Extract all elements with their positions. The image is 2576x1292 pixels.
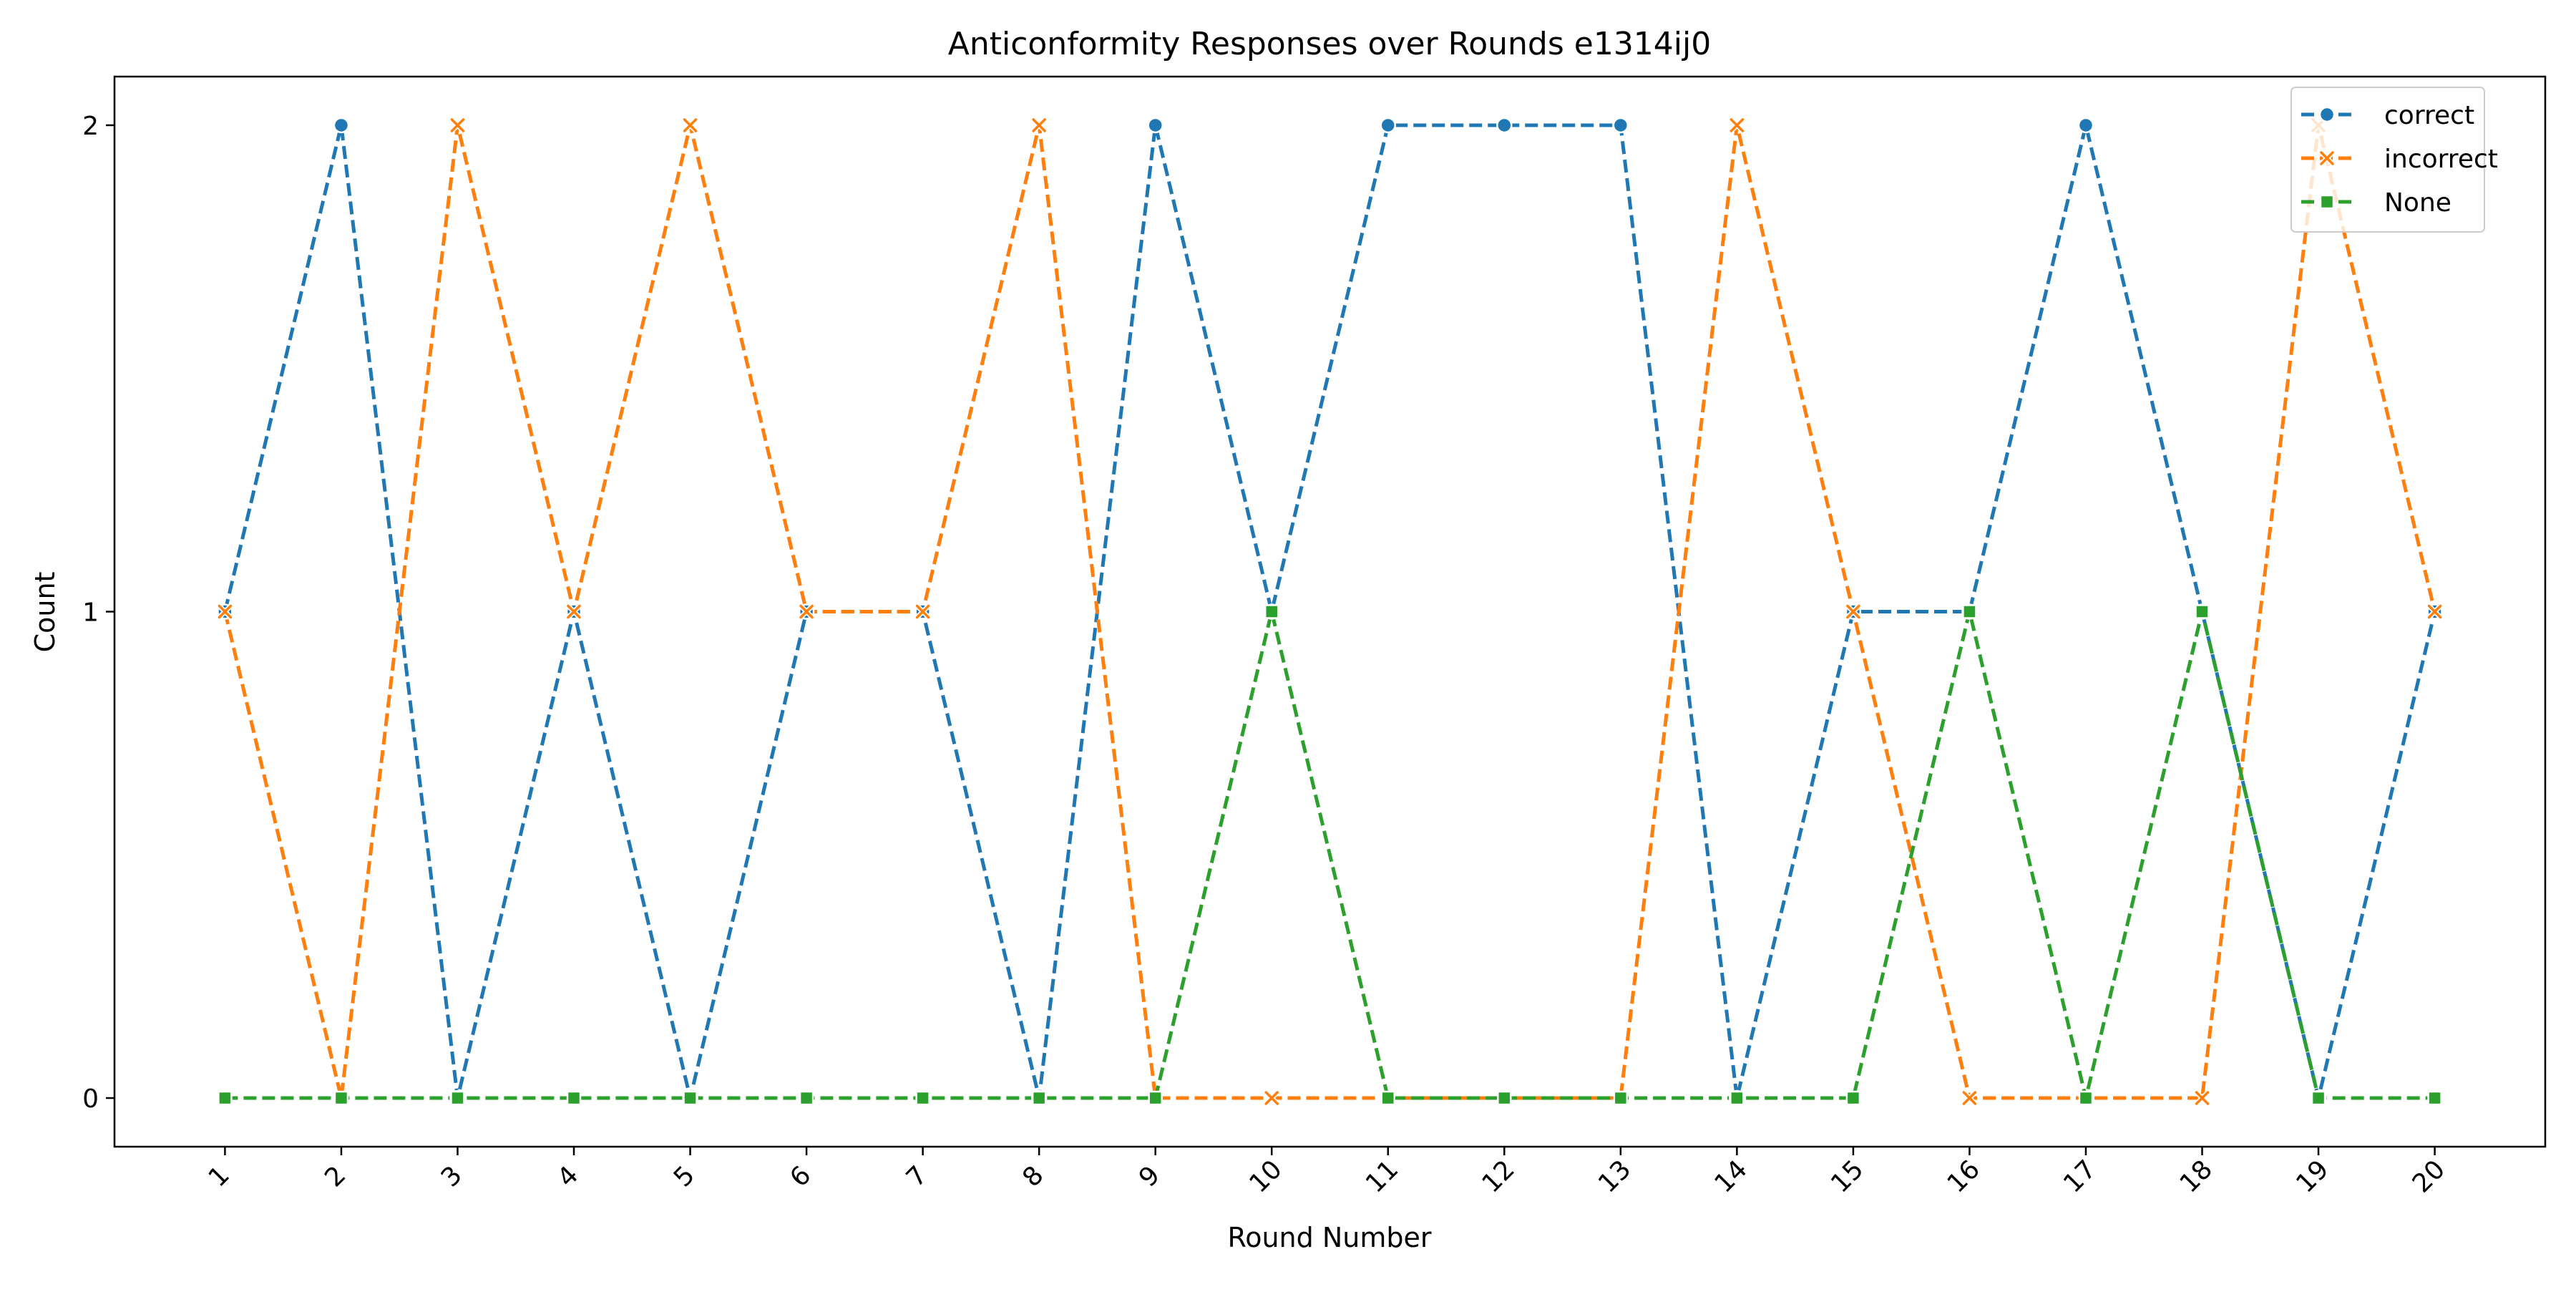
data-point-none bbox=[1497, 1090, 1512, 1106]
data-point-incorrect bbox=[2426, 603, 2444, 620]
data-point-incorrect bbox=[1030, 117, 1048, 134]
data-point-incorrect bbox=[682, 117, 699, 134]
data-point-incorrect-stroke bbox=[450, 118, 465, 132]
data-point-correct bbox=[333, 117, 350, 134]
data-point-incorrect bbox=[565, 603, 582, 620]
data-point-none bbox=[2078, 1090, 2094, 1106]
data-point-incorrect bbox=[216, 603, 233, 620]
series-line-none bbox=[225, 610, 2435, 1100]
data-point-correct bbox=[2077, 117, 2094, 134]
y-tick-label: 0 bbox=[82, 1084, 99, 1114]
data-point-incorrect bbox=[1845, 603, 1862, 620]
data-point-incorrect-stroke bbox=[218, 604, 233, 619]
data-point-incorrect-stroke bbox=[1032, 118, 1046, 132]
y-tick-label: 2 bbox=[82, 112, 99, 141]
data-point-none bbox=[1380, 1090, 1396, 1106]
data-point-none bbox=[1613, 1090, 1629, 1106]
series-line-incorrect bbox=[223, 123, 2437, 1100]
data-point-correct bbox=[1147, 117, 1163, 134]
data-point-none bbox=[218, 1090, 233, 1106]
data-point-incorrect-stroke bbox=[2195, 1091, 2210, 1105]
data-point-incorrect-stroke bbox=[1962, 1091, 1977, 1105]
data-point-incorrect-stroke bbox=[799, 604, 814, 619]
data-point-correct bbox=[1380, 117, 1397, 134]
data-point-incorrect bbox=[449, 117, 466, 134]
data-point-none bbox=[1845, 1090, 1861, 1106]
data-point-incorrect-stroke bbox=[683, 118, 698, 132]
data-point-none bbox=[1031, 1090, 1047, 1106]
data-point-incorrect bbox=[1961, 1089, 1978, 1107]
legend-label: correct bbox=[2384, 101, 2474, 130]
data-point-none bbox=[1729, 1090, 1745, 1106]
legend-label: None bbox=[2384, 188, 2451, 218]
data-point-none bbox=[1148, 1090, 1163, 1106]
data-point-incorrect-stroke bbox=[1729, 118, 1745, 132]
data-point-incorrect bbox=[2194, 1089, 2211, 1107]
data-point-incorrect-stroke bbox=[567, 604, 581, 619]
data-point-none bbox=[2195, 604, 2210, 619]
data-point-incorrect-stroke bbox=[915, 604, 930, 619]
data-point-none bbox=[333, 1090, 349, 1106]
data-point-incorrect bbox=[1728, 117, 1745, 134]
data-point-none bbox=[450, 1090, 465, 1106]
data-point-correct bbox=[1496, 117, 1513, 134]
y-axis-label: Count bbox=[29, 572, 61, 653]
data-point-incorrect-stroke bbox=[2427, 604, 2442, 619]
legend: correct incorrect None bbox=[2290, 87, 2498, 233]
x-axis-label: Round Number bbox=[1228, 1222, 1432, 1253]
data-point-incorrect bbox=[1263, 1089, 1280, 1107]
data-point-correct bbox=[1612, 117, 1629, 134]
data-point-none bbox=[566, 1090, 582, 1106]
legend-marker-stroke bbox=[2320, 151, 2334, 165]
chart-title: Anticonformity Responses over Rounds e13… bbox=[948, 26, 1712, 62]
series-line-correct bbox=[223, 123, 2437, 1100]
data-point-none bbox=[799, 1090, 814, 1106]
data-point-incorrect bbox=[914, 603, 932, 620]
legend-marker bbox=[2318, 150, 2336, 167]
data-point-none bbox=[683, 1090, 698, 1106]
data-point-none bbox=[915, 1090, 930, 1106]
legend-box bbox=[2290, 87, 2485, 233]
y-tick-label: 1 bbox=[82, 598, 99, 628]
data-point-incorrect-stroke bbox=[1846, 604, 1860, 619]
data-point-none bbox=[1264, 604, 1279, 619]
legend-marker bbox=[2318, 106, 2336, 123]
legend-label: incorrect bbox=[2384, 145, 2498, 174]
legend-marker bbox=[2319, 194, 2335, 210]
data-point-incorrect-stroke bbox=[1264, 1091, 1279, 1105]
data-point-none bbox=[2311, 1090, 2326, 1106]
data-point-none bbox=[1962, 604, 1977, 619]
data-point-none bbox=[2427, 1090, 2442, 1106]
data-point-incorrect bbox=[798, 603, 815, 620]
